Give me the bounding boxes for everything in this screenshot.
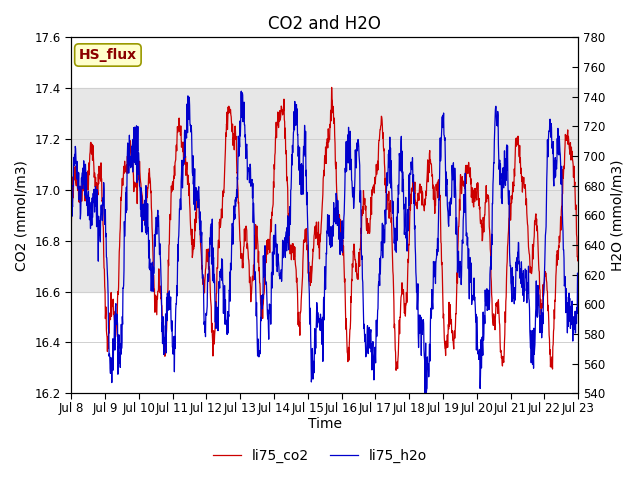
li75_co2: [328, 84, 335, 90]
li75_co2: [282, 148, 290, 154]
Y-axis label: H2O (mmol/m3): H2O (mmol/m3): [611, 159, 625, 271]
li75_h2o: [293, 106, 301, 112]
li75_h2o: [67, 215, 75, 220]
li75_co2: [107, 317, 115, 323]
li75_co2: [127, 153, 135, 158]
li75_co2: [356, 246, 364, 252]
Y-axis label: CO2 (mmol/m3): CO2 (mmol/m3): [15, 160, 29, 271]
li75_co2: [574, 257, 582, 263]
li75_h2o: [574, 305, 582, 311]
li75_co2: [302, 239, 310, 245]
Title: CO2 and H2O: CO2 and H2O: [268, 15, 381, 33]
li75_h2o: [356, 199, 364, 205]
li75_h2o: [237, 88, 245, 94]
Line: li75_h2o: li75_h2o: [71, 91, 578, 393]
li75_h2o: [303, 168, 310, 173]
X-axis label: Time: Time: [308, 418, 342, 432]
li75_h2o: [421, 390, 429, 396]
li75_co2: [392, 367, 400, 373]
li75_co2: [67, 231, 75, 237]
Legend: li75_co2, li75_h2o: li75_co2, li75_h2o: [207, 443, 433, 468]
Bar: [71, 88, 578, 291]
Line: li75_co2: li75_co2: [71, 87, 578, 370]
li75_h2o: [283, 248, 291, 254]
li75_h2o: [107, 371, 115, 376]
li75_co2: [293, 275, 301, 281]
li75_h2o: [127, 160, 135, 166]
Text: HS_flux: HS_flux: [79, 48, 137, 62]
